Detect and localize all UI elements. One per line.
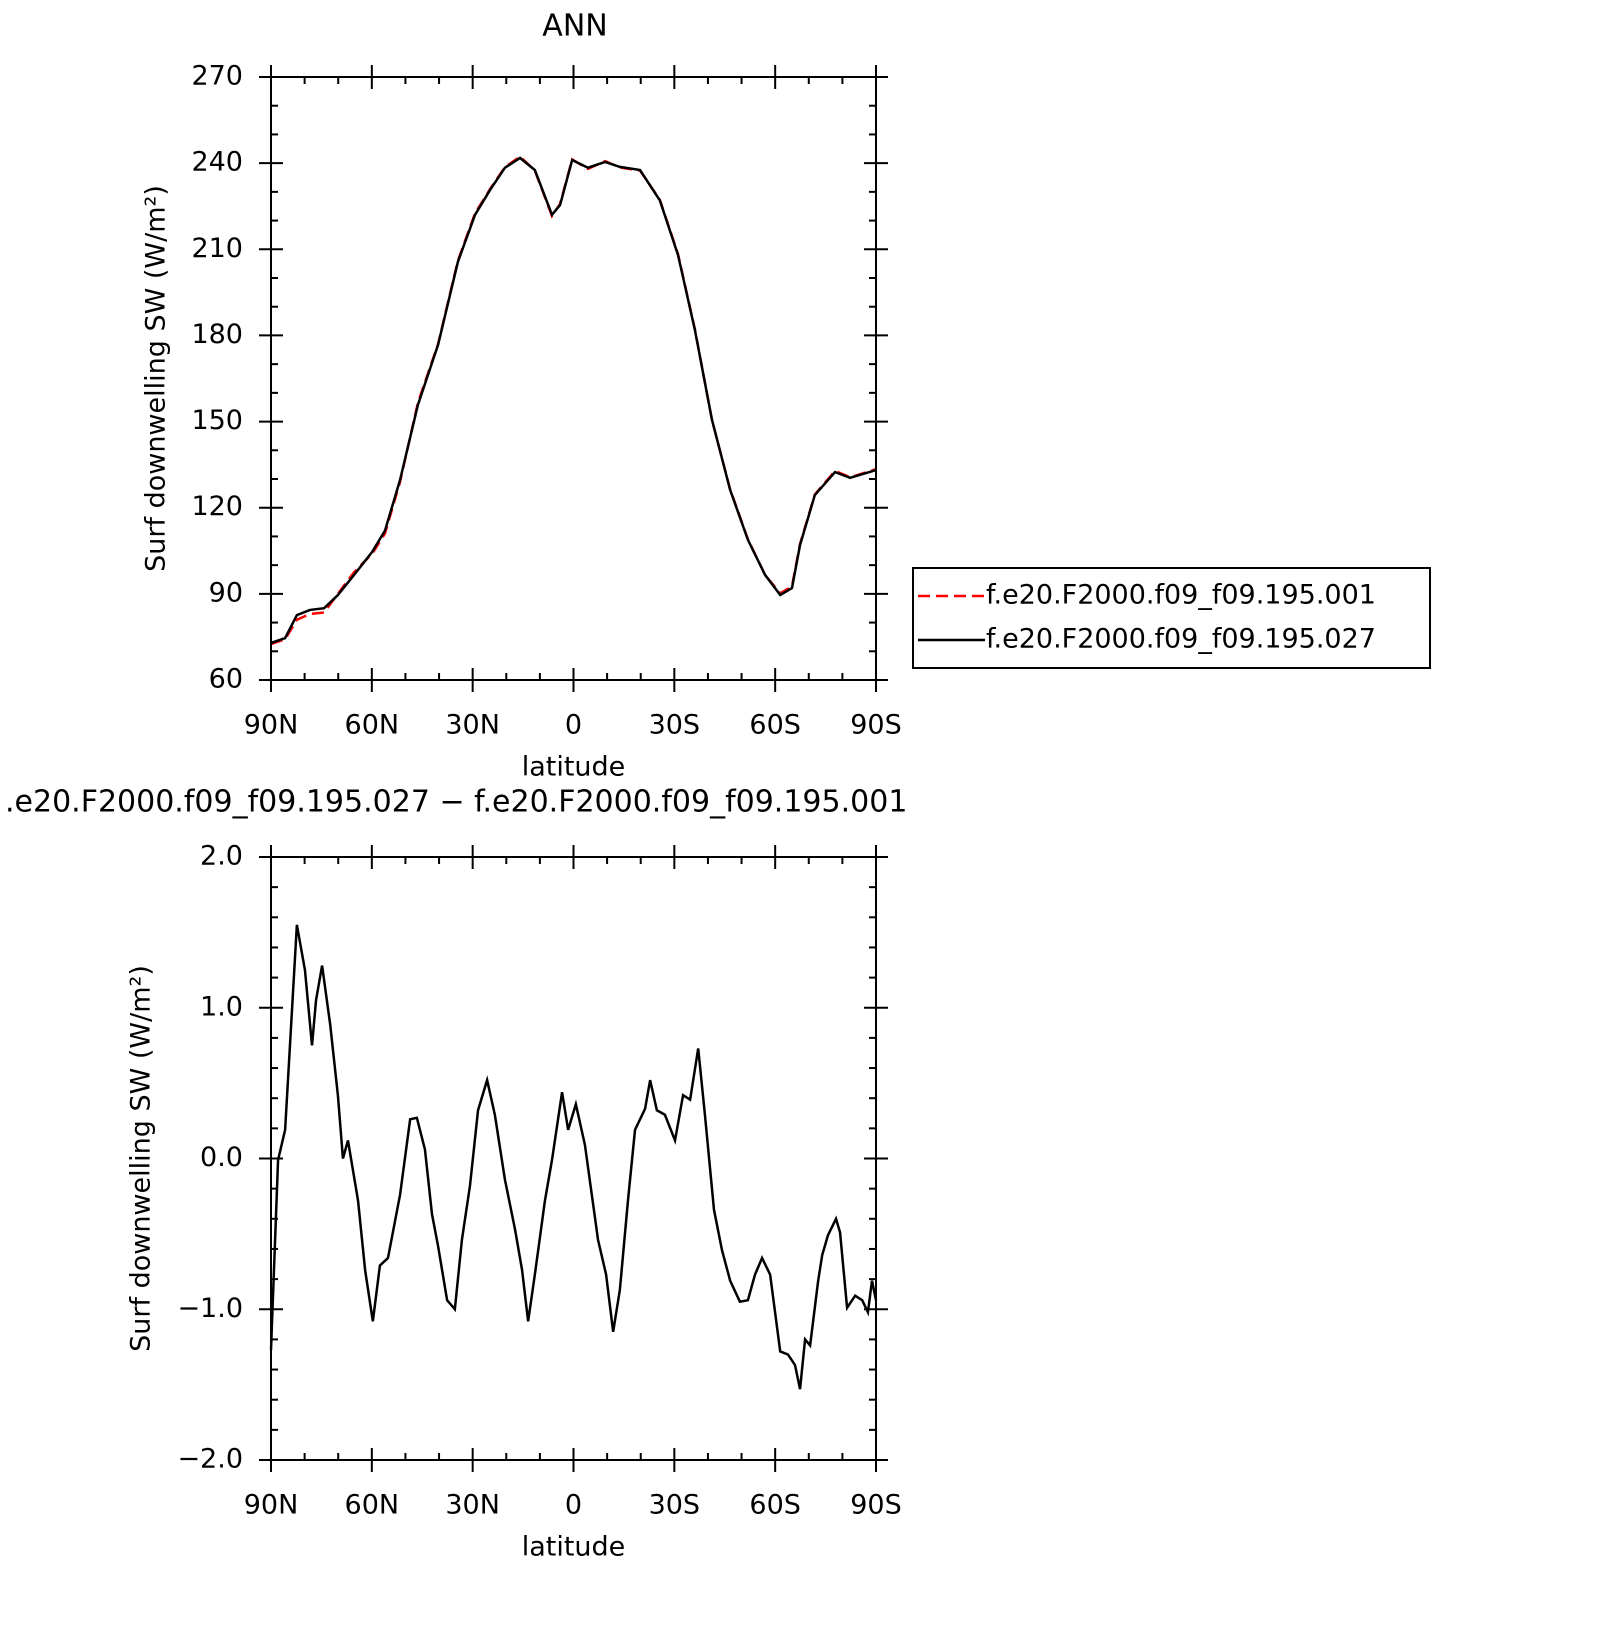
y-tick-label: 210 <box>191 233 243 264</box>
x-axis-label: latitude <box>522 1532 626 1563</box>
y-tick-label: 240 <box>191 147 243 178</box>
y-tick-label: 2.0 <box>200 841 243 872</box>
y-tick-label: 180 <box>191 319 243 350</box>
chart-title: .e20.F2000.f09_f09.195.027 − f.e20.F2000… <box>5 785 907 820</box>
y-tick-label: 150 <box>191 405 243 436</box>
plot-frame <box>270 856 877 1461</box>
y-tick-label: −2.0 <box>177 1444 243 1475</box>
plot-frame <box>270 76 877 681</box>
y-tick-label: 1.0 <box>200 991 243 1022</box>
x-tick-label: 60N <box>345 1490 400 1521</box>
y-tick-label: 0.0 <box>200 1142 243 1173</box>
legend-box <box>912 567 1431 669</box>
series-line <box>270 154 877 646</box>
y-axis-label: Surf downwelling SW (W/m²) <box>141 185 172 572</box>
x-tick-label: 90S <box>850 1490 902 1521</box>
x-tick-label: 30N <box>445 710 500 741</box>
y-axis-label: Surf downwelling SW (W/m²) <box>126 965 157 1352</box>
y-tick-label: 90 <box>209 577 243 608</box>
x-tick-label: 60N <box>345 710 400 741</box>
x-tick-label: 90N <box>244 710 299 741</box>
legend-label: f.e20.F2000.f09_f09.195.027 <box>986 624 1376 655</box>
x-tick-label: 30N <box>445 1490 500 1521</box>
x-tick-label: 90S <box>850 710 902 741</box>
x-axis-label: latitude <box>522 752 626 783</box>
y-tick-label: −1.0 <box>177 1293 243 1324</box>
x-tick-label: 0 <box>565 1490 582 1521</box>
chart-title: ANN <box>542 9 607 44</box>
x-tick-label: 30S <box>649 710 701 741</box>
x-tick-label: 60S <box>749 1490 801 1521</box>
x-tick-label: 90N <box>244 1490 299 1521</box>
y-tick-label: 120 <box>191 491 243 522</box>
x-tick-label: 60S <box>749 710 801 741</box>
x-tick-label: 0 <box>565 710 582 741</box>
y-tick-label: 60 <box>209 664 243 695</box>
y-tick-label: 270 <box>191 61 243 92</box>
series-line <box>270 156 877 645</box>
x-tick-label: 30S <box>649 1490 701 1521</box>
legend-label: f.e20.F2000.f09_f09.195.001 <box>986 580 1376 611</box>
series-line <box>269 924 878 1390</box>
